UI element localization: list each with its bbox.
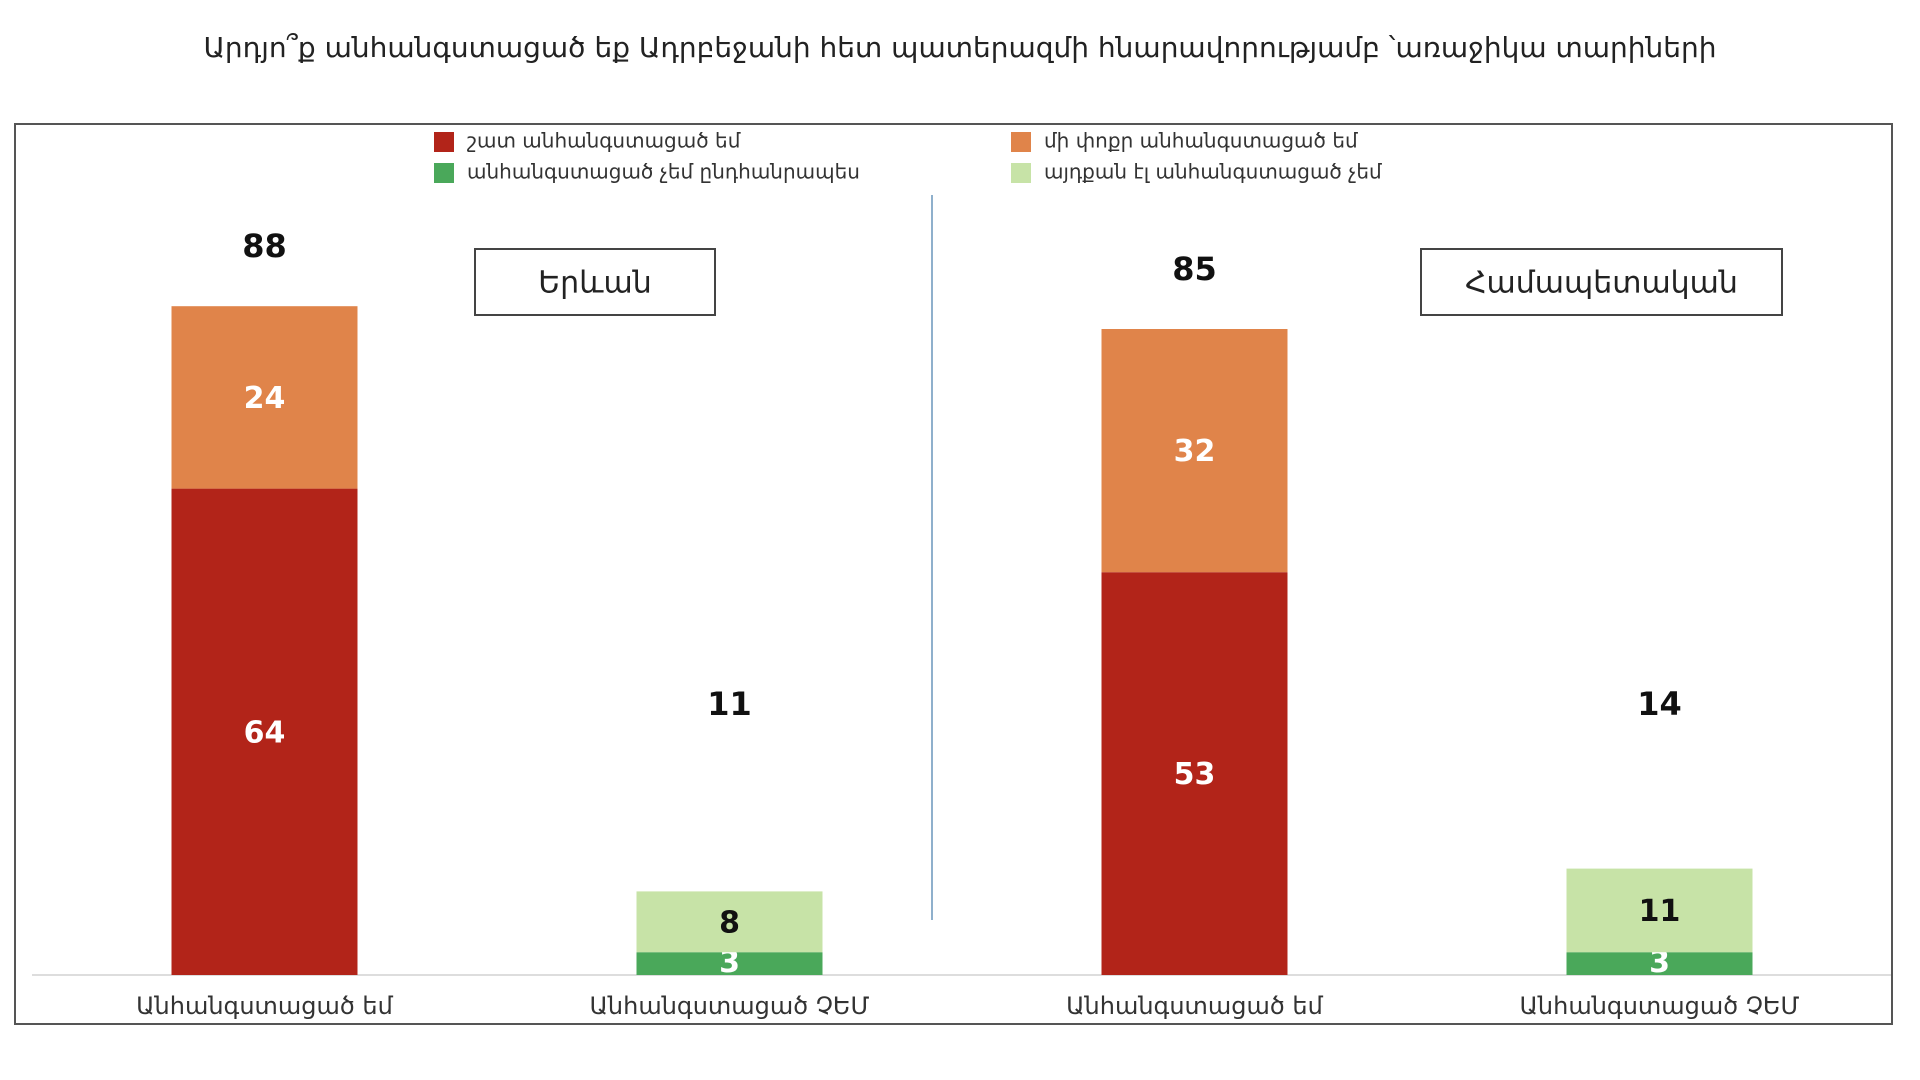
total-label: 88 (242, 227, 287, 265)
data-label: 11 (1639, 894, 1681, 929)
data-label: 32 (1174, 434, 1216, 469)
panel-label: Համապետական (1465, 266, 1738, 301)
x-tick-label: Անհանգստացած ՉԵՄ (1520, 992, 1800, 1020)
bar-segment (1101, 572, 1288, 975)
bar-segment (636, 891, 823, 953)
bar-segment (171, 488, 358, 975)
legend-swatch (434, 163, 454, 183)
legend-text: այդքան էլ անհանգստացած չեմ (1044, 160, 1382, 184)
data-label: 53 (1174, 757, 1216, 792)
total-label: 14 (1637, 685, 1682, 723)
bar-segment (1101, 329, 1288, 573)
bar-segment (171, 306, 358, 489)
legend-text: շատ անհանգստացած եմ (467, 129, 741, 153)
bar-segment (1566, 952, 1753, 975)
data-label: 64 (244, 715, 286, 750)
data-label: 24 (244, 381, 286, 416)
panel-label: Երևան (538, 266, 652, 301)
legend-text: անհանգստացած չեմ ընդհանրապես (467, 160, 860, 184)
bar-segment (636, 952, 823, 975)
data-label: 3 (1649, 945, 1670, 980)
legend-swatch (1011, 163, 1031, 183)
data-label: 8 (719, 905, 740, 940)
chart-title: Արդյո՞ք անհանգստացած եք Ադրբեջանի հետ պա… (203, 31, 1716, 64)
frame (14, 123, 1893, 1025)
x-tick-label: Անհանգստացած եմ (136, 992, 394, 1020)
data-label: 3 (719, 945, 740, 980)
panel-box (474, 248, 716, 316)
x-tick-label: Անհանգստացած եմ (1066, 992, 1324, 1020)
legend-swatch (1011, 132, 1031, 152)
panel-box (1420, 248, 1783, 316)
total-label: 85 (1172, 250, 1217, 288)
legend-swatch (434, 132, 454, 152)
legend-text: մի փոքր անհանգստացած եմ (1044, 129, 1358, 153)
total-label: 11 (707, 685, 752, 723)
bar-segment (1566, 868, 1753, 953)
x-tick-label: Անհանգստացած ՉԵՄ (590, 992, 870, 1020)
